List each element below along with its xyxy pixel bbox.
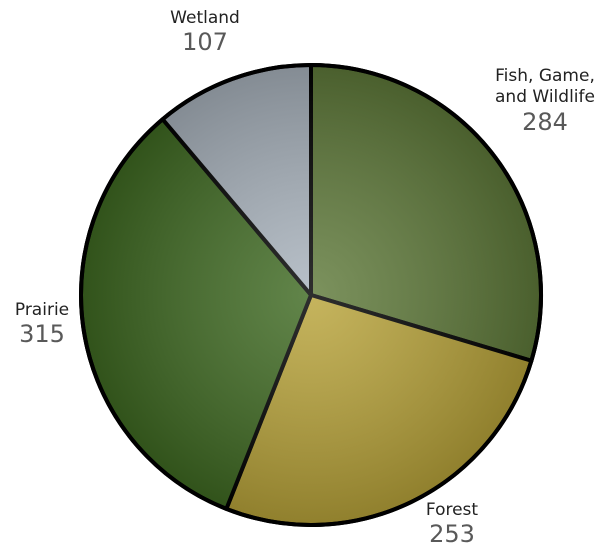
value-label: 107 <box>182 28 228 57</box>
category-label: Forest <box>425 500 479 520</box>
slice-label: Wetland 107 <box>170 8 240 56</box>
value-label: 284 <box>522 107 568 136</box>
category-label: Prairie <box>14 300 70 320</box>
slice-label: Fish, Game, and Wildlife 284 <box>480 66 610 135</box>
value-label: 253 <box>429 520 475 548</box>
slice-label: Forest 253 <box>426 500 478 548</box>
category-label: Wetland <box>170 8 240 28</box>
pie-outline <box>79 63 543 527</box>
category-label: Fish, Game, and Wildlife <box>495 66 595 108</box>
value-label: 315 <box>19 320 65 349</box>
slice-label: Prairie 315 <box>15 300 69 348</box>
